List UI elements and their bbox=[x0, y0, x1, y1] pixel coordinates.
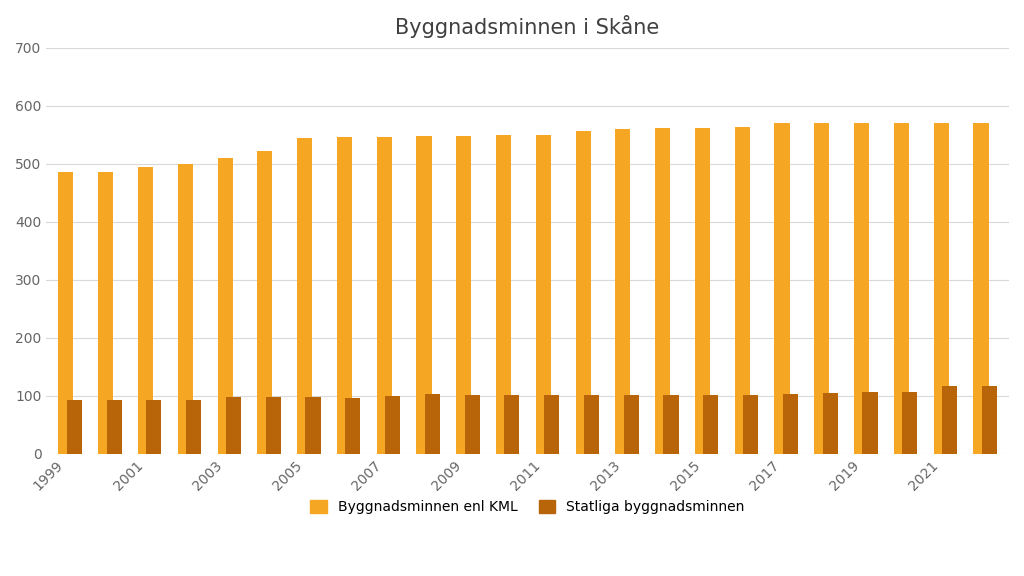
Bar bbox=[345, 399, 360, 453]
Bar bbox=[664, 395, 679, 453]
Bar bbox=[902, 392, 918, 453]
Bar bbox=[934, 123, 948, 453]
Bar bbox=[505, 395, 519, 453]
Bar bbox=[457, 136, 471, 453]
Bar bbox=[584, 395, 599, 453]
Bar bbox=[814, 123, 829, 453]
Bar bbox=[337, 137, 352, 453]
Bar bbox=[496, 135, 511, 453]
Bar bbox=[822, 393, 838, 453]
Bar bbox=[58, 172, 74, 453]
Bar bbox=[774, 123, 790, 453]
Bar bbox=[265, 397, 281, 453]
Bar bbox=[226, 397, 241, 453]
Bar bbox=[305, 397, 321, 453]
Bar bbox=[417, 136, 431, 453]
Bar bbox=[862, 392, 878, 453]
Bar bbox=[536, 135, 551, 453]
Bar bbox=[138, 166, 153, 453]
Bar bbox=[615, 129, 631, 453]
Bar bbox=[743, 395, 758, 453]
Title: Byggnadsminnen i Skåne: Byggnadsminnen i Skåne bbox=[395, 15, 659, 38]
Bar bbox=[377, 137, 392, 453]
Bar bbox=[854, 123, 869, 453]
Bar bbox=[782, 394, 798, 453]
Bar bbox=[217, 158, 232, 453]
Bar bbox=[575, 131, 591, 453]
Bar bbox=[624, 395, 639, 453]
Bar bbox=[297, 138, 312, 453]
Bar bbox=[703, 395, 719, 453]
Bar bbox=[974, 123, 988, 453]
Bar bbox=[385, 396, 400, 453]
Bar bbox=[106, 400, 122, 453]
Bar bbox=[982, 386, 997, 453]
Bar bbox=[894, 123, 909, 453]
Bar bbox=[425, 394, 440, 453]
Bar bbox=[186, 400, 201, 453]
Bar bbox=[67, 400, 82, 453]
Bar bbox=[257, 151, 272, 453]
Bar bbox=[146, 400, 162, 453]
Bar bbox=[695, 128, 710, 453]
Bar bbox=[942, 386, 957, 453]
Bar bbox=[544, 395, 559, 453]
Legend: Byggnadsminnen enl KML, Statliga byggnadsminnen: Byggnadsminnen enl KML, Statliga byggnad… bbox=[305, 495, 751, 520]
Bar bbox=[734, 127, 750, 453]
Bar bbox=[98, 172, 114, 453]
Bar bbox=[465, 395, 479, 453]
Bar bbox=[178, 164, 193, 453]
Bar bbox=[655, 128, 671, 453]
